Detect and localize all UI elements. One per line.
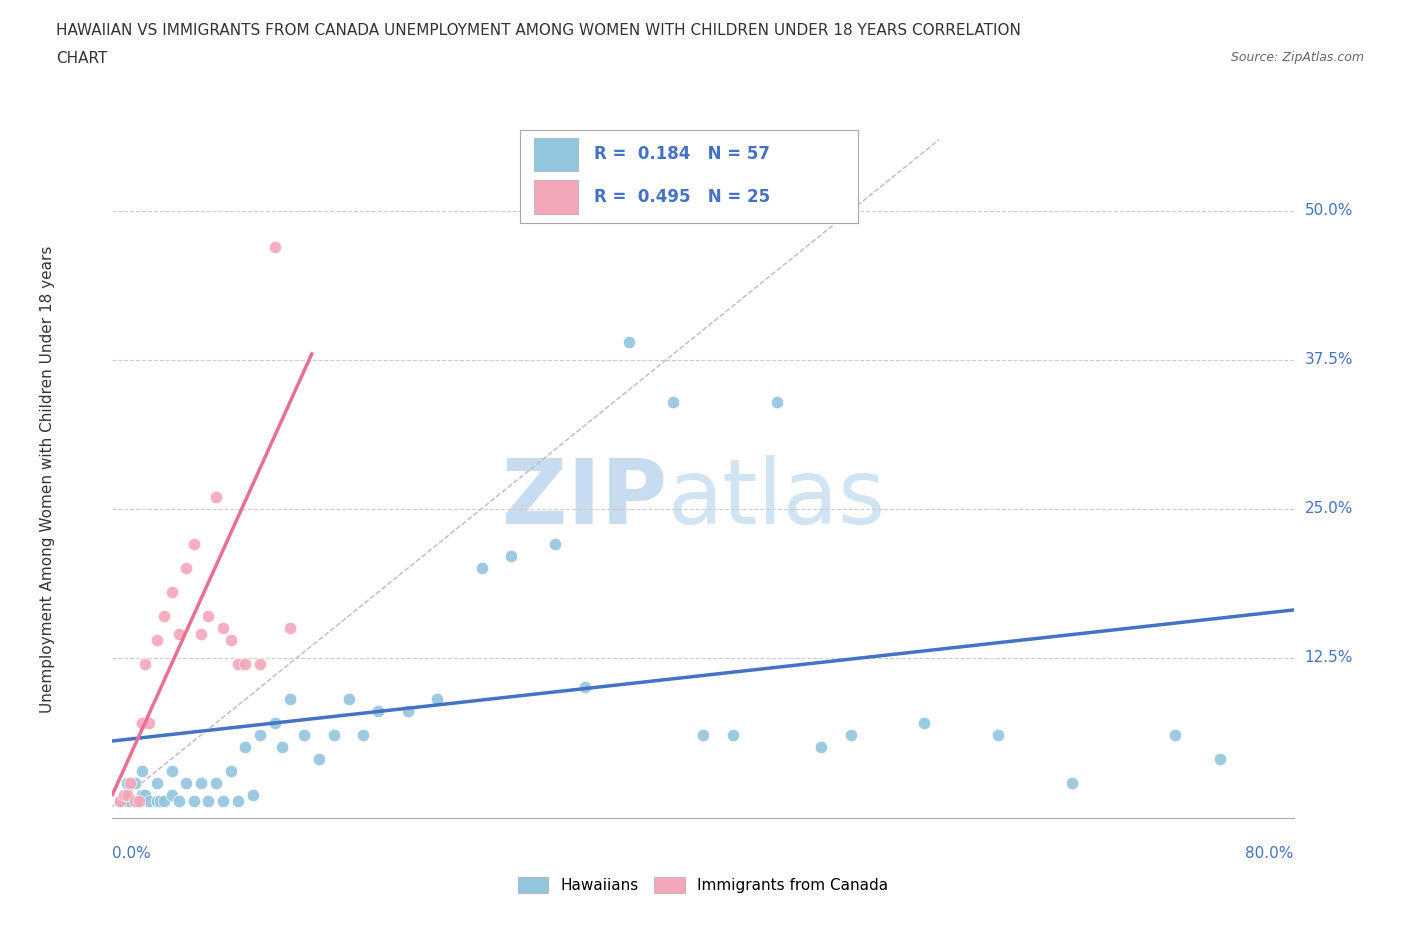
Text: 0.0%: 0.0% — [112, 846, 152, 861]
Point — [987, 727, 1010, 742]
Point — [108, 793, 131, 808]
Text: Unemployment Among Women with Children Under 18 years: Unemployment Among Women with Children U… — [39, 246, 55, 712]
Point — [131, 716, 153, 731]
Point — [190, 626, 212, 641]
Point — [1164, 727, 1187, 742]
Point — [183, 793, 205, 808]
Point — [117, 793, 138, 808]
Point — [367, 704, 389, 719]
FancyBboxPatch shape — [534, 138, 578, 171]
Point — [574, 680, 596, 695]
Text: Source: ZipAtlas.com: Source: ZipAtlas.com — [1230, 51, 1364, 64]
Point — [249, 657, 271, 671]
FancyBboxPatch shape — [534, 180, 578, 214]
Point — [692, 727, 714, 742]
Text: 50.0%: 50.0% — [1305, 204, 1353, 219]
Point — [810, 739, 832, 754]
Point — [146, 632, 169, 647]
Point — [174, 561, 197, 576]
Text: 25.0%: 25.0% — [1305, 501, 1353, 516]
Point — [197, 608, 219, 623]
Text: 12.5%: 12.5% — [1305, 650, 1353, 665]
Point — [131, 787, 153, 802]
Point — [146, 793, 169, 808]
Point — [124, 793, 146, 808]
Text: R =  0.495   N = 25: R = 0.495 N = 25 — [595, 188, 770, 206]
Point — [108, 793, 131, 808]
Point — [138, 716, 160, 731]
Point — [470, 561, 494, 576]
Text: 37.5%: 37.5% — [1305, 352, 1353, 367]
Point — [396, 704, 419, 719]
Point — [501, 549, 523, 564]
Point — [662, 394, 685, 409]
Point — [219, 764, 242, 778]
Point — [426, 692, 449, 707]
Point — [160, 764, 183, 778]
Point — [112, 787, 135, 802]
Point — [124, 793, 146, 808]
Point — [160, 585, 183, 600]
Point — [149, 793, 172, 808]
Point — [308, 751, 330, 766]
Point — [212, 793, 235, 808]
Point — [352, 727, 374, 742]
Point — [249, 727, 271, 742]
Point — [174, 776, 197, 790]
Point — [219, 632, 242, 647]
Point — [914, 716, 936, 731]
Point — [233, 739, 256, 754]
Point — [112, 787, 135, 802]
Legend: Hawaiians, Immigrants from Canada: Hawaiians, Immigrants from Canada — [512, 870, 894, 899]
Point — [146, 776, 169, 790]
Point — [131, 764, 153, 778]
Point — [242, 787, 264, 802]
Point — [190, 776, 212, 790]
Point — [766, 394, 789, 409]
Point — [721, 727, 744, 742]
Point — [205, 776, 228, 790]
Point — [120, 793, 142, 808]
Point — [233, 657, 256, 671]
Text: 80.0%: 80.0% — [1246, 846, 1294, 861]
Point — [278, 620, 301, 635]
Point — [117, 776, 138, 790]
Point — [138, 793, 160, 808]
Text: CHART: CHART — [56, 51, 108, 66]
Point — [167, 626, 190, 641]
Point — [1208, 751, 1232, 766]
Point — [183, 537, 205, 551]
Point — [197, 793, 219, 808]
Point — [839, 727, 862, 742]
Text: HAWAIIAN VS IMMIGRANTS FROM CANADA UNEMPLOYMENT AMONG WOMEN WITH CHILDREN UNDER : HAWAIIAN VS IMMIGRANTS FROM CANADA UNEMP… — [56, 23, 1021, 38]
Point — [337, 692, 360, 707]
Point — [120, 776, 142, 790]
Point — [619, 335, 641, 350]
Point — [278, 692, 301, 707]
Point — [167, 793, 190, 808]
Point — [128, 793, 150, 808]
Point — [205, 489, 228, 504]
Point — [124, 776, 146, 790]
Point — [160, 787, 183, 802]
Point — [264, 239, 287, 254]
Text: ZIP: ZIP — [502, 456, 668, 543]
Point — [544, 537, 567, 551]
Point — [212, 620, 235, 635]
Point — [128, 793, 150, 808]
Point — [134, 657, 156, 671]
Point — [264, 716, 287, 731]
Text: atlas: atlas — [668, 456, 886, 543]
Point — [226, 793, 249, 808]
Point — [226, 657, 249, 671]
Text: R =  0.184   N = 57: R = 0.184 N = 57 — [595, 145, 770, 164]
Point — [153, 793, 176, 808]
Point — [323, 727, 346, 742]
Point — [292, 727, 315, 742]
Point — [271, 739, 294, 754]
Point — [134, 787, 156, 802]
Point — [1062, 776, 1084, 790]
Point — [117, 787, 138, 802]
Point — [153, 608, 176, 623]
